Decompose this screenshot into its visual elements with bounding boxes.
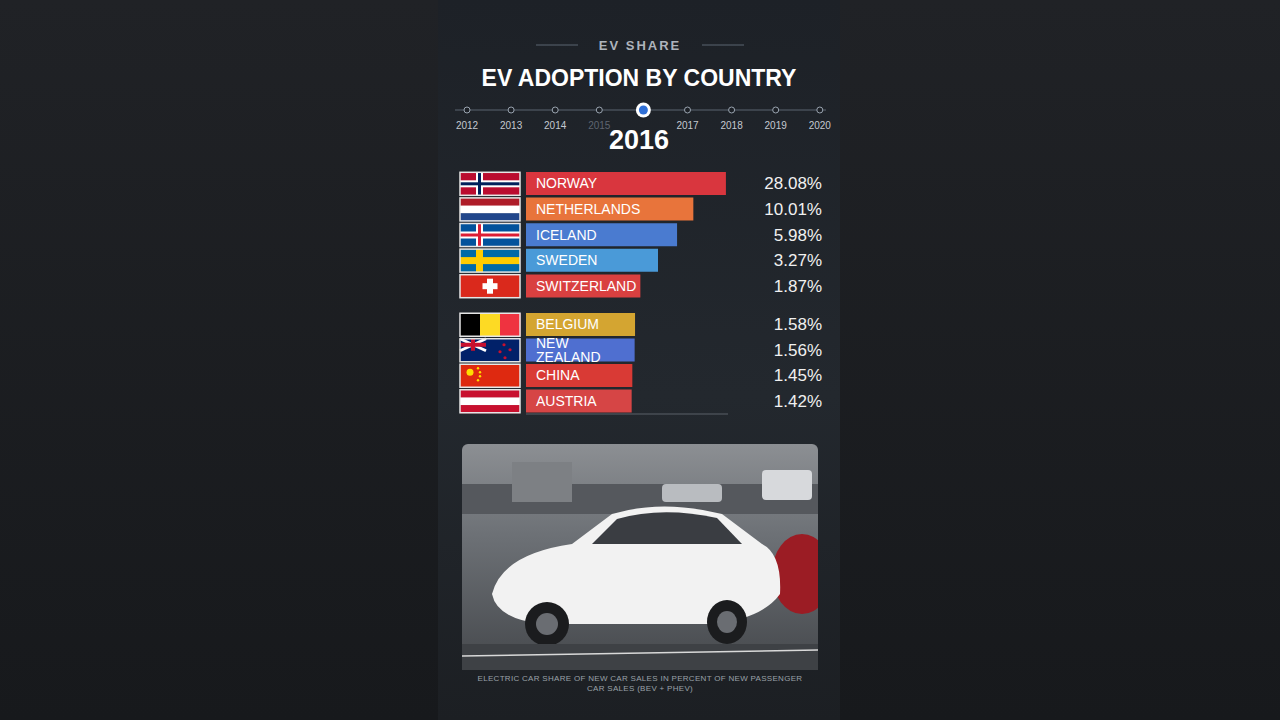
svg-text:CHINA: CHINA xyxy=(536,367,580,383)
svg-text:1.42%: 1.42% xyxy=(774,392,822,411)
svg-text:1.56%: 1.56% xyxy=(774,341,822,360)
svg-text:ICELAND: ICELAND xyxy=(536,227,597,243)
svg-text:1.58%: 1.58% xyxy=(774,315,822,334)
svg-text:3.27%: 3.27% xyxy=(774,251,822,270)
svg-text:2017: 2017 xyxy=(676,120,699,131)
svg-text:BELGIUM: BELGIUM xyxy=(536,316,599,332)
svg-text:AUSTRIA: AUSTRIA xyxy=(536,393,597,409)
svg-text:28.08%: 28.08% xyxy=(764,174,822,193)
svg-text:NETHERLANDS: NETHERLANDS xyxy=(536,201,640,217)
svg-text:10.01%: 10.01% xyxy=(764,200,822,219)
svg-text:2012: 2012 xyxy=(456,120,479,131)
svg-text:2020: 2020 xyxy=(809,120,832,131)
svg-text:2014: 2014 xyxy=(544,120,567,131)
html-text:2016: 2016 xyxy=(609,125,669,155)
svg-text:1.87%: 1.87% xyxy=(774,277,822,296)
html-text:ELECTRIC CAR SHARE OF NEW CAR: ELECTRIC CAR SHARE OF NEW CAR SALES IN P… xyxy=(477,674,803,693)
svg-text:NEWZEALAND: NEWZEALAND xyxy=(536,335,601,365)
svg-text:2013: 2013 xyxy=(500,120,523,131)
svg-text:NORWAY: NORWAY xyxy=(536,175,598,191)
svg-text:SWITZERLAND: SWITZERLAND xyxy=(536,278,636,294)
svg-text:SWEDEN: SWEDEN xyxy=(536,252,597,268)
svg-text:2018: 2018 xyxy=(720,120,743,131)
svg-text:5.98%: 5.98% xyxy=(774,226,822,245)
svg-text:1.45%: 1.45% xyxy=(774,366,822,385)
html-text:EV ADOPTION BY COUNTRY: EV ADOPTION BY COUNTRY xyxy=(481,65,797,91)
svg-text:2015: 2015 xyxy=(588,120,611,131)
svg-text:2019: 2019 xyxy=(765,120,788,131)
svg-text:EV SHARE: EV SHARE xyxy=(599,38,681,53)
